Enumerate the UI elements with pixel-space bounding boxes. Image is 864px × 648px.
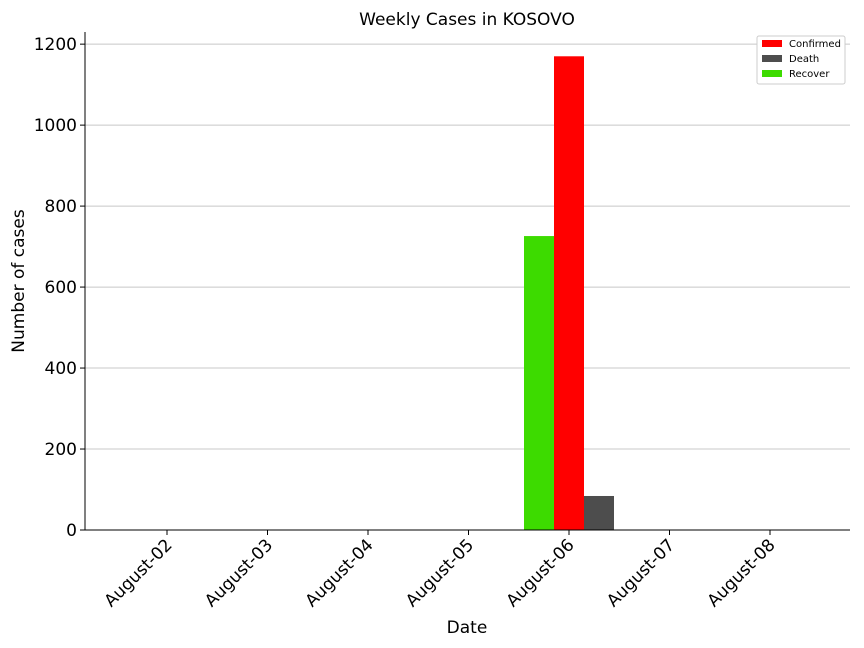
legend-swatch-death xyxy=(762,55,782,62)
bar-death-august-06 xyxy=(584,495,614,530)
y-tick-label: 800 xyxy=(45,197,77,217)
bar-recover-august-06 xyxy=(524,236,554,530)
x-tick-label: August-07 xyxy=(603,535,679,611)
y-ticks: 0 200 400 600 800 1000 1200 xyxy=(34,35,85,541)
legend-label-recover: Recover xyxy=(789,69,830,80)
x-tick-label: August-06 xyxy=(503,535,579,611)
y-tick-label: 200 xyxy=(45,440,77,460)
x-axis-label: Date xyxy=(447,618,488,638)
x-tick-label: August-03 xyxy=(201,535,277,611)
y-tick-label: 1200 xyxy=(34,35,77,55)
x-tick-label: August-05 xyxy=(402,535,478,611)
gridlines xyxy=(85,43,850,450)
chart-title: Weekly Cases in KOSOVO xyxy=(359,10,575,30)
legend: Confirmed Death Recover xyxy=(756,35,846,85)
y-tick-label: 400 xyxy=(45,359,77,379)
legend-swatch-confirmed xyxy=(762,40,782,47)
y-tick-label: 600 xyxy=(45,278,77,298)
legend-label-confirmed: Confirmed xyxy=(789,39,841,50)
x-ticks: August-02 August-03 August-04 August-05 Augu… xyxy=(101,530,780,611)
y-tick-label: 1000 xyxy=(34,116,77,136)
y-axis-label: Number of cases xyxy=(9,209,29,353)
bar-confirmed-august-06 xyxy=(554,56,584,530)
legend-swatch-recover xyxy=(762,70,782,77)
y-tick-label: 0 xyxy=(66,521,77,541)
x-tick-label: August-08 xyxy=(704,535,780,611)
x-tick-label: August-02 xyxy=(101,535,177,611)
bars xyxy=(524,56,614,530)
x-tick-label: August-04 xyxy=(302,535,378,611)
legend-label-death: Death xyxy=(789,54,819,65)
